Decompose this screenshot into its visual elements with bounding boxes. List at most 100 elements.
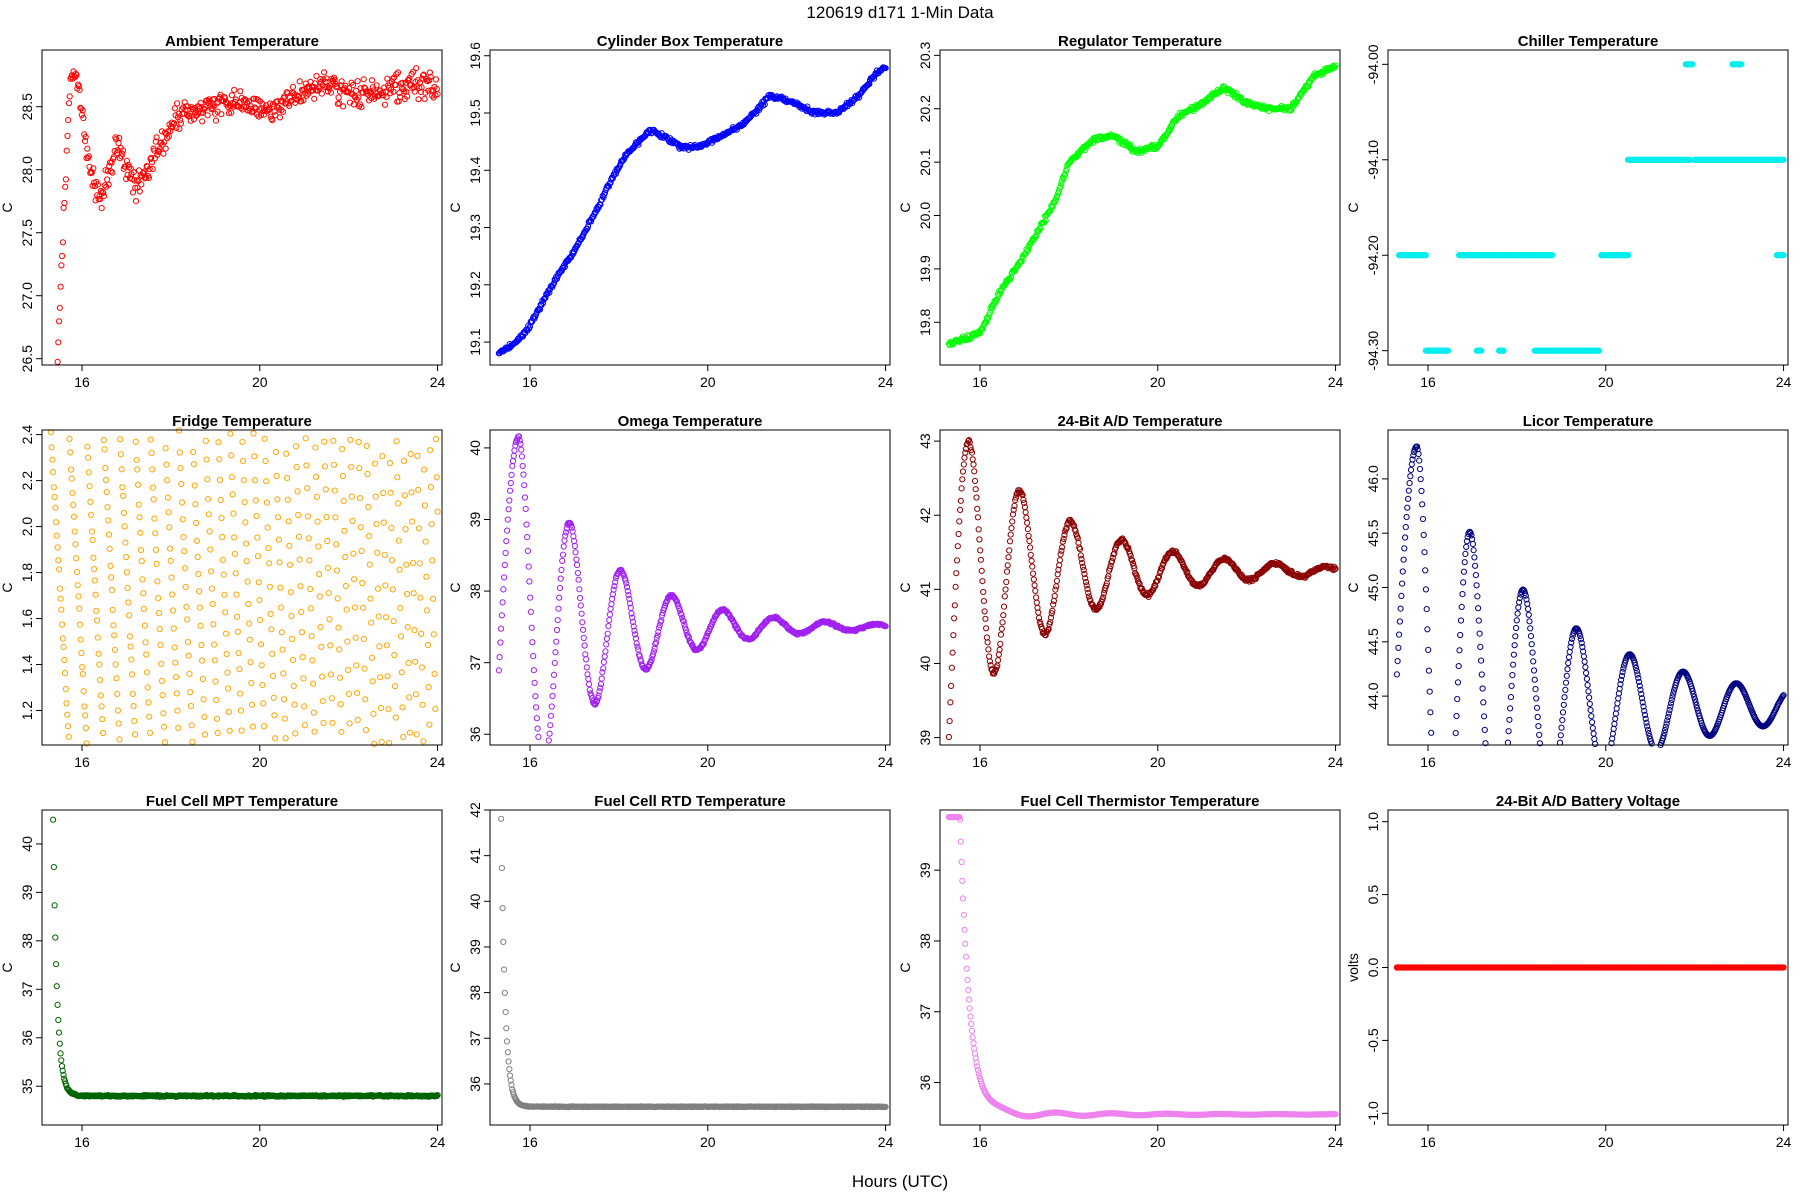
data-point [152, 546, 159, 554]
y-tick-label: 35 [19, 1078, 35, 1094]
data-point [56, 566, 63, 573]
data-point [137, 529, 144, 536]
data-point [338, 78, 345, 85]
data-point [164, 494, 171, 501]
data-point [245, 98, 252, 105]
y-tick-label: 1.4 [19, 655, 35, 675]
x-tick-label: 24 [878, 374, 894, 390]
data-point [371, 740, 378, 748]
data-point [232, 570, 239, 577]
data-point [1026, 537, 1033, 545]
data-point [197, 99, 204, 107]
data-point [204, 476, 211, 483]
data-points [498, 815, 889, 1111]
data-point [50, 484, 58, 491]
data-point [118, 466, 125, 473]
data-point [400, 457, 408, 464]
data-point [520, 471, 527, 478]
x-tick-label: 24 [1328, 374, 1344, 390]
y-tick-label: 38 [19, 933, 35, 949]
data-point [133, 456, 140, 463]
data-point [1023, 514, 1030, 521]
data-point [260, 723, 268, 730]
data-point [1505, 728, 1512, 735]
data-point [123, 157, 131, 164]
data-point [88, 528, 96, 535]
data-point [1475, 617, 1482, 624]
data-point [289, 635, 296, 643]
y-tick-label: 2.0 [19, 517, 35, 537]
data-point [55, 1029, 63, 1036]
data-point [213, 100, 220, 107]
y-tick-label: 40 [467, 440, 483, 456]
data-point [980, 588, 987, 596]
data-point [1530, 667, 1538, 674]
data-point [168, 574, 175, 581]
data-point [294, 488, 301, 495]
x-tick-label: 20 [1150, 754, 1166, 770]
data-point [249, 723, 256, 730]
data-point [1005, 554, 1012, 561]
data-point [355, 94, 362, 101]
data-point [1453, 713, 1460, 720]
data-point [424, 607, 431, 614]
data-point [1583, 669, 1590, 677]
y-tick-label: 1.6 [19, 609, 35, 629]
data-point [62, 183, 69, 190]
y-tick-label: 26.5 [19, 345, 35, 372]
data-point [1515, 604, 1522, 611]
data-point [260, 111, 267, 118]
data-point [102, 464, 109, 471]
data-point [335, 94, 342, 101]
data-point [228, 474, 235, 481]
data-point [147, 436, 154, 443]
data-point [982, 615, 989, 622]
data-point [509, 457, 517, 465]
data-point [495, 667, 502, 674]
data-point [316, 593, 323, 600]
data-point [341, 527, 348, 534]
data-point [375, 613, 382, 620]
data-point [417, 88, 424, 96]
data-point [53, 983, 60, 990]
data-point [53, 961, 60, 968]
data-point [416, 560, 423, 567]
data-point [62, 176, 70, 183]
data-point [111, 646, 119, 654]
data-point [373, 82, 380, 89]
data-point [1024, 247, 1032, 254]
data-point [1478, 347, 1485, 354]
data-point [1513, 617, 1520, 624]
data-point [372, 93, 379, 100]
data-point [74, 582, 81, 589]
data-point [1565, 659, 1572, 667]
data-point [68, 475, 75, 482]
data-point [1472, 572, 1480, 579]
data-point [504, 516, 511, 523]
data-point [603, 635, 611, 642]
data-point [236, 666, 243, 673]
data-point [51, 493, 58, 501]
data-point [429, 557, 436, 564]
data-point [70, 513, 78, 520]
data-point [301, 703, 308, 710]
data-point [410, 68, 417, 75]
data-point [502, 549, 509, 557]
y-tick-label: 19.1 [467, 328, 483, 355]
data-point [496, 654, 503, 661]
data-point [406, 729, 414, 736]
data-point [319, 673, 326, 680]
data-point [383, 94, 390, 101]
data-point [580, 634, 587, 642]
data-point [421, 95, 428, 103]
data-point [69, 490, 76, 497]
data-point [1528, 641, 1535, 648]
data-point [498, 815, 505, 822]
data-point [117, 436, 124, 443]
data-point [222, 630, 230, 637]
data-point [276, 559, 283, 566]
data-point [289, 83, 296, 91]
data-point [1530, 658, 1537, 665]
data-point [395, 500, 402, 507]
data-point [110, 622, 117, 629]
